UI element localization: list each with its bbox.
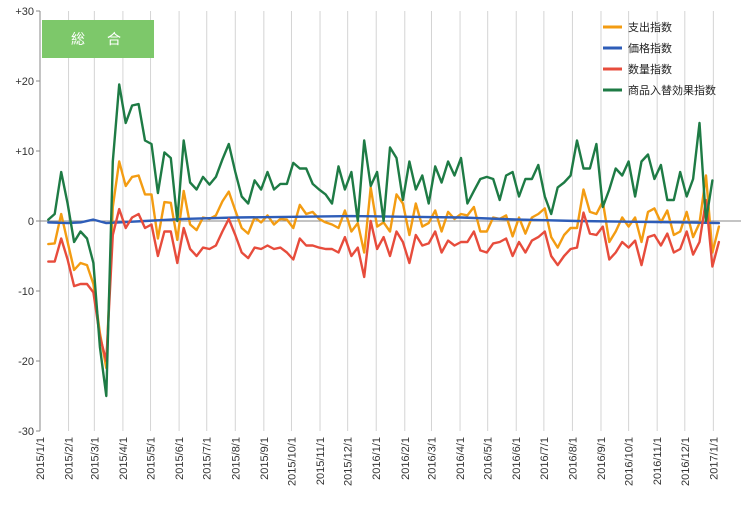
x-tick-label: 2015/10/1 — [286, 437, 298, 486]
y-tick-label: +10 — [15, 146, 34, 158]
x-tick-label: 2015/8/1 — [230, 437, 242, 480]
x-tick-label: 2016/12/1 — [680, 437, 692, 486]
legend-label: 支出指数 — [628, 20, 672, 34]
series-line-3 — [47, 198, 721, 363]
y-tick-label: -30 — [18, 426, 34, 438]
y-tick-labels: +30 +20 +10 0 -10 -20 -30 — [15, 6, 40, 438]
y-tick-label: +30 — [15, 6, 34, 18]
x-tick-label: 2015/12/1 — [343, 437, 355, 486]
y-tick-label: +20 — [15, 76, 34, 88]
x-tick-label: 2016/6/1 — [511, 437, 523, 480]
x-tick-label: 2016/11/1 — [652, 437, 664, 485]
x-tick-label: 2017/1/1 — [708, 437, 720, 480]
x-tick-label: 2015/1/1 — [35, 437, 47, 480]
x-tick-label: 2015/6/1 — [174, 437, 186, 480]
x-tick-label: 2015/3/1 — [89, 437, 101, 480]
series-line-1 — [47, 160, 721, 370]
y-tick-label: -20 — [18, 356, 34, 368]
x-tick-label: 2015/5/1 — [146, 437, 158, 480]
x-tick-label: 2016/4/1 — [455, 437, 467, 480]
x-tick-label: 2016/5/1 — [483, 437, 495, 480]
x-tick-label: 2016/1/1 — [371, 437, 383, 480]
x-tick-label: 2015/11/1 — [315, 437, 327, 485]
x-tick-label: 2016/2/1 — [400, 437, 412, 480]
x-tick-label: 2015/4/1 — [118, 437, 130, 480]
y-tick-label: -10 — [18, 286, 34, 298]
series-line-4 — [47, 83, 714, 398]
x-tick-label: 2016/8/1 — [567, 437, 579, 480]
title-badge: 総 合 — [42, 20, 154, 58]
legend-label: 価格指数 — [628, 41, 672, 55]
y-tick-label: 0 — [28, 216, 34, 228]
x-tick-label: 2016/3/1 — [426, 437, 438, 480]
x-tick-labels: 2015/1/1 2015/2/1 2015/3/1 2015/4/1 2015/5/1… — [35, 437, 720, 486]
x-tick-label: 2016/10/1 — [624, 437, 636, 486]
x-tick-label: 2015/2/1 — [64, 437, 76, 480]
x-tick-label: 2015/7/1 — [202, 437, 214, 480]
x-tick-label: 2016/9/1 — [596, 437, 608, 480]
x-tick-label: 2016/7/1 — [539, 437, 551, 480]
legend-label: 商品入替効果指数 — [628, 83, 716, 97]
x-tick-label: 2015/9/1 — [259, 437, 271, 480]
legend-label: 数量指数 — [628, 62, 672, 76]
title-badge-text: 総 合 — [71, 31, 125, 47]
title-badge-box — [42, 20, 154, 58]
series-lines — [47, 83, 721, 398]
